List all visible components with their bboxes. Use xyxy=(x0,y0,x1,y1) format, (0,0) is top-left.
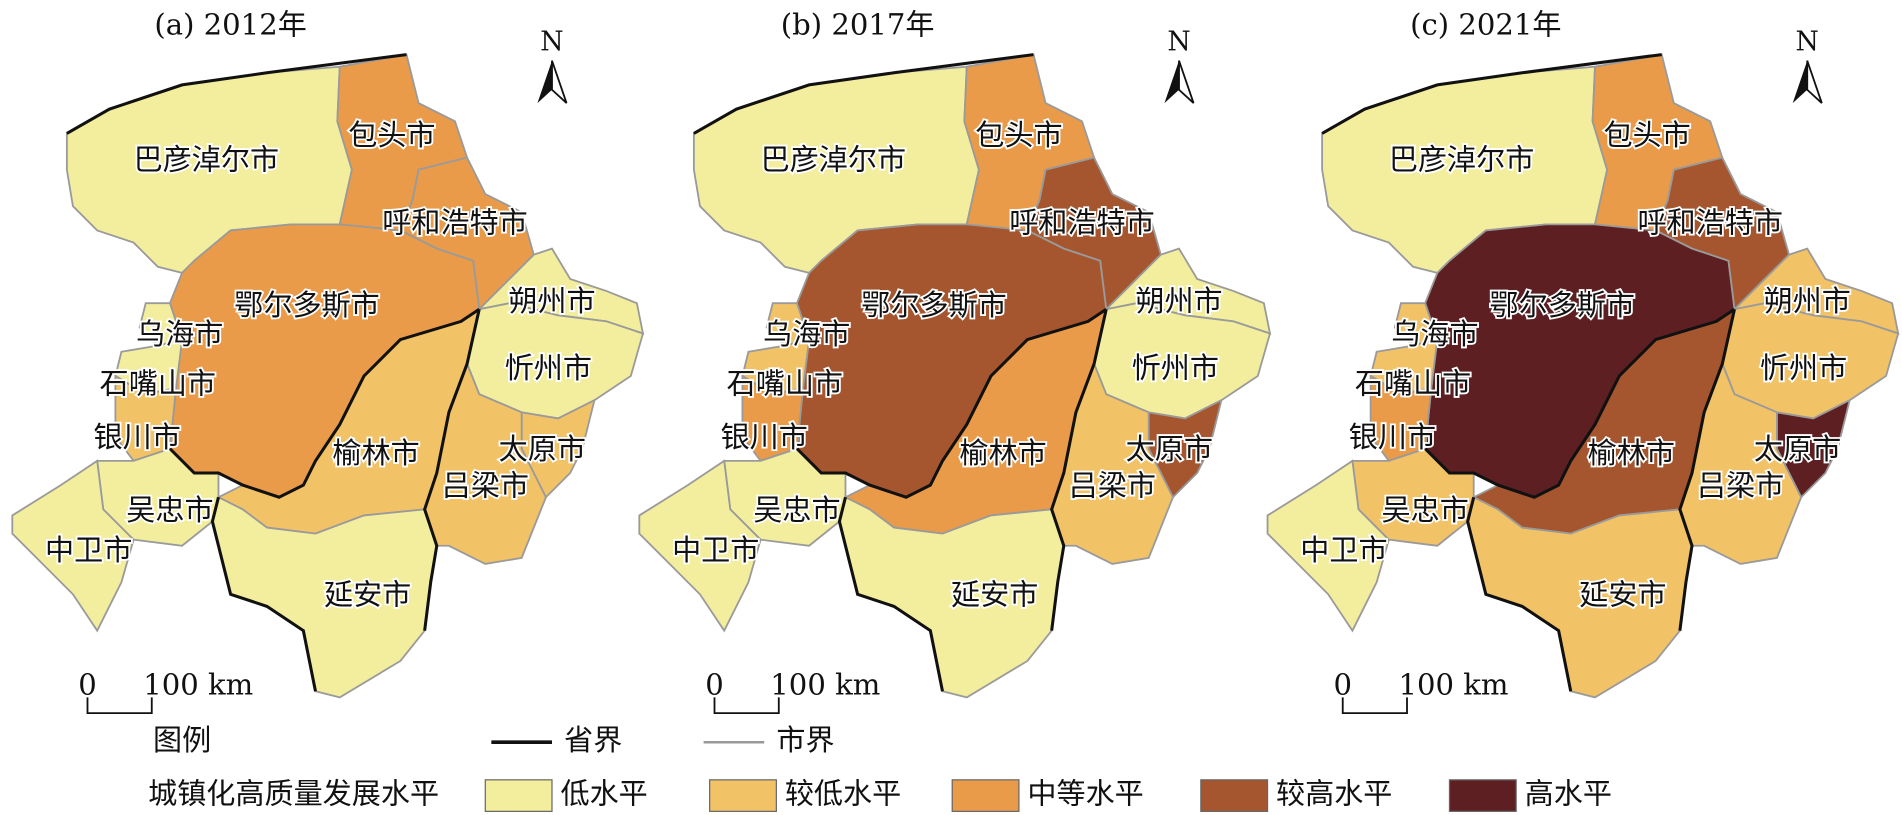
province-border xyxy=(1424,308,1736,499)
city-label: 石嘴山市 xyxy=(1355,367,1471,401)
legend-swatch xyxy=(484,779,553,812)
city-label: 中卫市 xyxy=(1300,533,1387,567)
province-border xyxy=(1466,496,1573,692)
city-region xyxy=(1266,459,1390,633)
city-label: 吕梁市 xyxy=(1697,469,1784,503)
panel-title: (b) 2017年 xyxy=(781,8,935,42)
province-border xyxy=(168,308,481,499)
scale-bar xyxy=(713,697,780,715)
city-label: 延安市 xyxy=(1579,578,1666,612)
city-region xyxy=(11,459,135,633)
legend-label: 中等水平 xyxy=(1027,777,1143,811)
legend-swatch xyxy=(709,779,777,812)
city-label: 朔州市 xyxy=(1764,284,1851,318)
city-label: 巴彦淖尔市 xyxy=(761,142,906,176)
province-border xyxy=(693,53,1034,135)
city-label: 延安市 xyxy=(951,578,1038,612)
city-label: 巴彦淖尔市 xyxy=(134,142,279,176)
city-label: 乌海市 xyxy=(763,317,850,351)
legend-title: 图例 xyxy=(153,723,211,757)
city-label: 鄂尔多斯市 xyxy=(234,288,379,322)
city-label: 呼和浩特市 xyxy=(382,205,527,239)
city-label: 银川市 xyxy=(1349,420,1436,454)
province-border-label: 省界 xyxy=(564,723,622,757)
legend-swatch xyxy=(1200,779,1269,812)
north-arrow xyxy=(1178,60,1195,104)
city-label: 忻州市 xyxy=(1132,351,1219,385)
scale-zero: 0 xyxy=(705,667,724,701)
city-label: 吕梁市 xyxy=(1069,469,1156,503)
panel-title: (a) 2012年 xyxy=(154,8,306,42)
city-label: 吴忠市 xyxy=(1382,493,1469,527)
city-label: 巴彦淖尔市 xyxy=(1389,142,1534,176)
north-arrow xyxy=(1792,60,1808,104)
scale-zero: 0 xyxy=(1333,667,1352,701)
city-label: 榆林市 xyxy=(1588,436,1675,470)
city-label: 银川市 xyxy=(721,420,808,454)
city-label: 包头市 xyxy=(975,118,1062,152)
city-label: 乌海市 xyxy=(136,317,223,351)
city-label: 包头市 xyxy=(348,118,435,152)
scale-bar xyxy=(1341,697,1408,715)
legend-swatch xyxy=(1448,779,1517,812)
north-label: N xyxy=(540,27,563,58)
city-label: 太原市 xyxy=(1754,432,1841,466)
north-label: N xyxy=(1796,27,1819,58)
province-border xyxy=(795,308,1108,499)
city-label: 鄂尔多斯市 xyxy=(861,288,1006,322)
province-border xyxy=(1678,308,1736,631)
city-label: 延安市 xyxy=(324,578,411,612)
scale-bar xyxy=(86,697,153,715)
legend-label: 较高水平 xyxy=(1276,777,1392,811)
legend-index-title: 城镇化高质量发展水平 xyxy=(148,777,439,811)
province-border xyxy=(1321,53,1662,135)
province-border xyxy=(210,496,317,692)
city-label: 朔州市 xyxy=(508,284,595,318)
city-region xyxy=(638,459,762,633)
city-label: 中卫市 xyxy=(45,533,132,567)
city-label: 吕梁市 xyxy=(442,469,529,503)
north-arrow xyxy=(551,60,568,104)
province-border xyxy=(66,53,407,135)
legend-swatch xyxy=(951,779,1020,812)
legend-label: 高水平 xyxy=(1525,777,1612,811)
city-label: 呼和浩特市 xyxy=(1009,205,1154,239)
city-label: 忻州市 xyxy=(505,351,592,385)
panel-title: (c) 2021年 xyxy=(1410,8,1561,42)
city-label: 忻州市 xyxy=(1760,351,1847,385)
province-border xyxy=(837,496,944,692)
scale-label: 100 km xyxy=(143,667,253,701)
city-label: 吴忠市 xyxy=(753,493,840,527)
north-arrow xyxy=(1806,60,1823,104)
city-label: 包头市 xyxy=(1604,118,1691,152)
scale-label: 100 km xyxy=(770,667,880,701)
legend-label: 较低水平 xyxy=(785,777,901,811)
city-label: 鄂尔多斯市 xyxy=(1490,288,1635,322)
city-label: 朔州市 xyxy=(1135,284,1222,318)
city-label: 榆林市 xyxy=(960,436,1047,470)
city-label: 乌海市 xyxy=(1391,317,1478,351)
city-label: 太原市 xyxy=(499,432,586,466)
city-label: 石嘴山市 xyxy=(727,367,843,401)
scale-label: 100 km xyxy=(1399,667,1509,701)
city-label: 银川市 xyxy=(94,420,181,454)
city-label: 中卫市 xyxy=(672,533,759,567)
scale-zero: 0 xyxy=(78,667,97,701)
legend-label: 低水平 xyxy=(560,777,647,811)
city-label: 吴忠市 xyxy=(126,493,213,527)
north-arrow xyxy=(537,60,552,104)
province-border xyxy=(423,308,481,631)
city-border-label: 市界 xyxy=(776,723,834,757)
north-arrow xyxy=(1164,60,1180,104)
city-label: 呼和浩特市 xyxy=(1637,205,1782,239)
city-label: 榆林市 xyxy=(332,436,419,470)
city-label: 石嘴山市 xyxy=(100,367,216,401)
north-label: N xyxy=(1167,27,1190,58)
province-border xyxy=(1050,308,1108,631)
city-label: 太原市 xyxy=(1126,432,1213,466)
